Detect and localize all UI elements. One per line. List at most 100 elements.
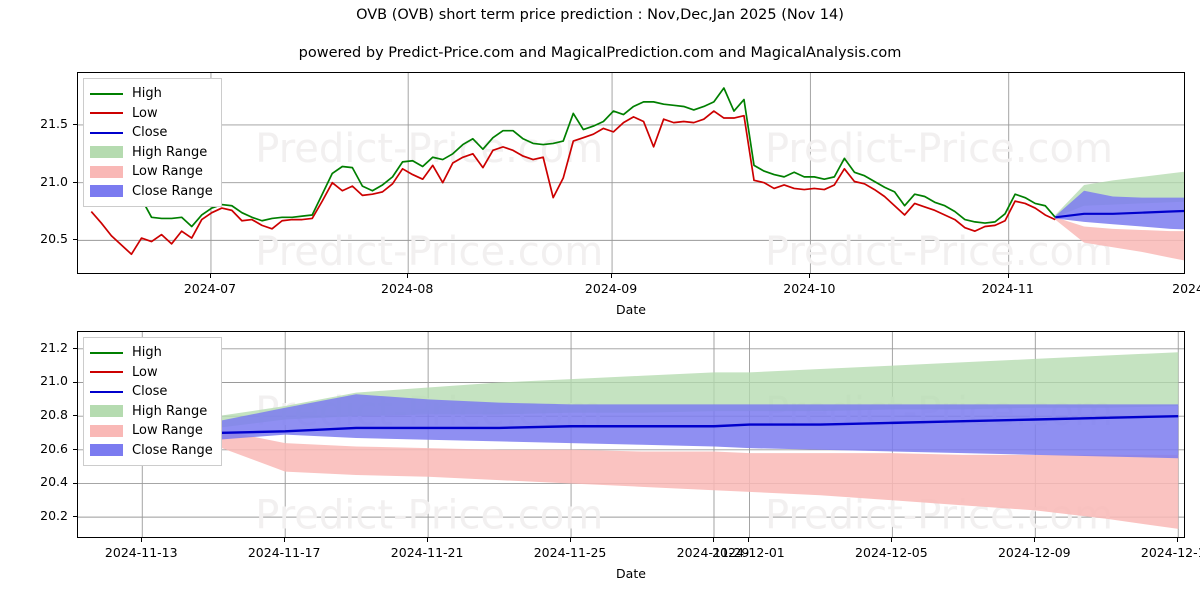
legend-label: Low — [132, 364, 158, 380]
detail-y-tickmark — [73, 347, 77, 349]
legend-swatch-patch-icon — [90, 165, 123, 178]
legend-label: Low Range — [132, 164, 203, 180]
legend-swatch-patch-icon — [90, 146, 123, 159]
legend-swatch-line-icon — [90, 385, 123, 399]
overview-y-tickmark — [73, 181, 77, 183]
overview-x-tick: 2024-08 — [381, 281, 434, 296]
detail-y-tickmark — [73, 448, 77, 450]
detail-x-tickmark — [141, 538, 143, 542]
overview-x-tick: 2024-10 — [783, 281, 836, 296]
detail-y-tick: 21.0 — [40, 373, 68, 389]
overview-x-tickmark — [210, 274, 211, 278]
legend-label: Low Range — [132, 423, 203, 439]
legend-item-close[interactable]: Close — [90, 382, 213, 402]
svg-text:Predict-Price.com: Predict-Price.com — [765, 229, 1113, 274]
legend-item-low[interactable]: Low — [90, 104, 213, 124]
detail-y-tick: 20.2 — [40, 508, 68, 524]
overview-y-tickmark — [73, 239, 77, 241]
detail-x-tick: 2024-11-21 — [390, 545, 464, 560]
legend-item-high-range[interactable]: High Range — [90, 402, 213, 422]
detail-y-tickmark — [73, 482, 77, 484]
legend-item-close[interactable]: Close — [90, 123, 213, 143]
legend-label: High — [132, 345, 162, 361]
legend-label: Close — [132, 125, 168, 141]
detail-chart-panel: Predict-Price.com Predict-Price.com Predic… — [0, 0, 1200, 581]
svg-text:Predict-Price.com: Predict-Price.com — [255, 229, 603, 274]
detail-x-tick: 2024-12-09 — [997, 545, 1071, 560]
detail-x-axis-label: Date — [616, 566, 646, 581]
legend-item-low-range[interactable]: Low Range — [90, 421, 213, 441]
detail-plot-svg: Predict-Price.comPredict-Price.comPredic… — [78, 332, 1184, 538]
overview-legend: High Low Close High Range Low Range Close Ran… — [83, 78, 222, 207]
detail-x-tickmark — [284, 538, 286, 542]
detail-x-tick: 2024-11-13 — [104, 545, 178, 560]
legend-label: Close — [132, 384, 168, 400]
overview-x-axis-label: Date — [616, 302, 646, 317]
svg-text:Predict-Price.com: Predict-Price.com — [255, 126, 603, 172]
detail-x-tickmark — [570, 538, 572, 542]
overview-x-tick: 2024-11 — [981, 281, 1034, 296]
legend-label: Low — [132, 105, 158, 121]
legend-label: Close Range — [132, 183, 213, 199]
legend-item-low[interactable]: Low — [90, 363, 213, 383]
overview-y-tick: 20.5 — [40, 231, 68, 247]
detail-x-tickmark — [891, 538, 893, 542]
detail-y-tickmark — [73, 516, 77, 518]
detail-y-tick: 20.8 — [40, 407, 68, 423]
overview-chart-panel: Predict-Price.com Predict-Price.com Predic… — [0, 0, 1200, 317]
overview-x-tickmark — [407, 274, 409, 278]
overview-plot-area: Predict-Price.com Predict-Price.com Predic… — [77, 72, 1185, 274]
legend-label: High Range — [132, 144, 208, 160]
legend-swatch-line-icon — [90, 126, 123, 140]
legend-item-high[interactable]: High — [90, 84, 213, 104]
legend-swatch-line-icon — [90, 106, 123, 120]
detail-y-tick: 20.6 — [40, 440, 68, 456]
overview-x-tickmark — [1007, 274, 1009, 278]
legend-item-high[interactable]: High — [90, 343, 213, 363]
legend-swatch-patch-icon — [90, 424, 123, 437]
legend-swatch-patch-icon — [90, 405, 123, 418]
page-title: OVB (OVB) short term price prediction : … — [356, 7, 844, 23]
overview-x-tickmark — [809, 274, 811, 278]
legend-label: High Range — [132, 403, 208, 419]
legend-item-close-range[interactable]: Close Range — [90, 441, 213, 461]
detail-x-tick: 2024-12-13 — [1140, 545, 1200, 560]
legend-swatch-patch-icon — [90, 444, 123, 457]
detail-x-tick: 2024-12-01 — [712, 545, 785, 560]
legend-swatch-line-icon — [90, 365, 123, 379]
overview-y-tick: 21.5 — [40, 115, 68, 131]
detail-x-tickmark — [1034, 538, 1036, 542]
detail-y-tickmark — [73, 381, 77, 383]
detail-x-tick: 2024-11-25 — [533, 545, 607, 560]
detail-x-tick: 2024-11-17 — [247, 545, 321, 560]
legend-item-low-range[interactable]: Low Range — [90, 162, 213, 182]
svg-text:Predict-Price.com: Predict-Price.com — [765, 126, 1113, 172]
overview-plot-svg: Predict-Price.com Predict-Price.com Predic… — [78, 73, 1184, 274]
detail-legend: High Low Close High Range Low Range Close Ran… — [83, 337, 222, 466]
legend-label: Close Range — [132, 442, 213, 458]
overview-y-tick: 21.0 — [40, 173, 68, 189]
detail-y-tickmark — [73, 415, 77, 417]
detail-x-tickmark — [748, 538, 750, 542]
detail-x-tickmark — [713, 538, 714, 542]
legend-label: High — [132, 86, 162, 102]
legend-swatch-line-icon — [90, 346, 123, 360]
detail-x-tick: 2024-11-29 — [676, 545, 750, 560]
detail-y-tick: 20.4 — [40, 474, 68, 490]
overview-x-tick: 2024-12 — [1172, 281, 1200, 296]
legend-swatch-line-icon — [90, 87, 123, 101]
overview-x-tick: 2024-09 — [584, 281, 638, 296]
detail-plot-area: Predict-Price.comPredict-Price.comPredic… — [77, 331, 1185, 538]
detail-x-tickmark — [1177, 538, 1179, 542]
legend-item-high-range[interactable]: High Range — [90, 143, 213, 163]
svg-text:Predict-Price.com: Predict-Price.com — [255, 493, 603, 538]
overview-x-tickmark — [611, 274, 613, 278]
overview-y-tickmark — [73, 123, 77, 125]
overview-x-tick: 2024-07 — [183, 281, 237, 296]
detail-x-tickmark — [427, 538, 429, 542]
page-subtitle: powered by Predict-Price.com and Magical… — [298, 45, 902, 61]
legend-item-close-range[interactable]: Close Range — [90, 182, 213, 202]
detail-y-tick: 21.2 — [40, 339, 68, 355]
detail-x-tick: 2024-12-05 — [855, 545, 928, 560]
